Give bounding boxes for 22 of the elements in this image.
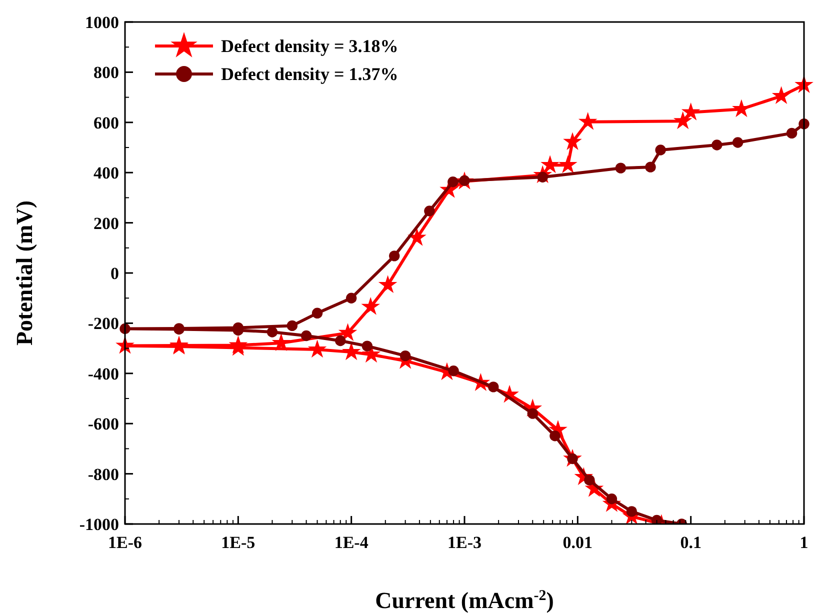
y-tick-label: 1000 xyxy=(85,13,119,32)
legend-label: Defect density = 3.18% xyxy=(221,36,398,56)
y-tick-label: -600 xyxy=(88,414,119,434)
x-tick-label: 1E-4 xyxy=(334,533,369,552)
y-tick-label: 800 xyxy=(94,63,119,82)
y-tick-label: -400 xyxy=(88,364,119,384)
x-tick-label: 1E-6 xyxy=(108,533,142,552)
y-tick-label: -200 xyxy=(88,314,119,334)
x-axis-title: Current (mAcm$^{-2}$) xyxy=(375,588,554,613)
x-tick-label: 0.1 xyxy=(680,533,702,552)
x-tick-label: 1 xyxy=(800,533,808,552)
y-tick-label: 0 xyxy=(110,264,119,283)
x-tick-label: 0.01 xyxy=(562,533,593,552)
y-axis-title: Potential (mV) xyxy=(12,200,37,346)
y-tick-label: -1000 xyxy=(79,515,119,534)
y-tick-label: 600 xyxy=(94,113,119,132)
y-tick-label: -800 xyxy=(88,464,119,484)
x-tick-label: 1E-5 xyxy=(221,533,256,552)
y-tick-label: 200 xyxy=(94,214,119,233)
x-tick-label: 1E-3 xyxy=(448,533,482,552)
legend-label: Defect density = 1.37% xyxy=(221,64,398,84)
y-tick-label: 400 xyxy=(94,164,119,183)
